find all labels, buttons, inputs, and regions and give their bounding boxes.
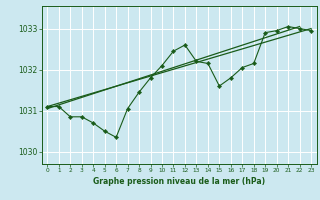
X-axis label: Graphe pression niveau de la mer (hPa): Graphe pression niveau de la mer (hPa) — [93, 177, 265, 186]
